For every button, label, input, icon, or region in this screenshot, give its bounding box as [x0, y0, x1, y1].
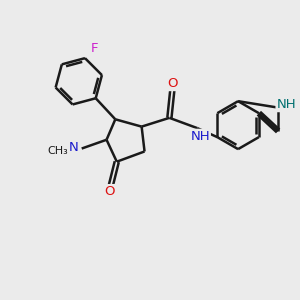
Text: NH: NH [190, 130, 210, 143]
Text: F: F [91, 42, 98, 55]
Text: O: O [168, 77, 178, 90]
Text: O: O [104, 185, 115, 198]
Text: N: N [69, 142, 78, 154]
Text: NH: NH [277, 98, 296, 111]
Text: CH₃: CH₃ [47, 146, 68, 156]
